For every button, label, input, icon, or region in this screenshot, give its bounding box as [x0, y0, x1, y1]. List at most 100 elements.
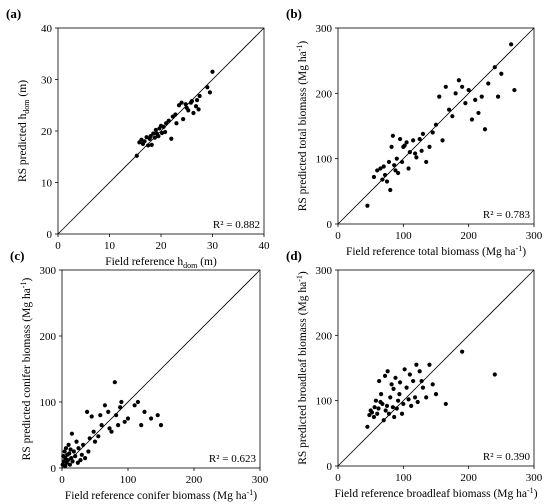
data-point [443, 84, 448, 89]
data-point [148, 134, 153, 139]
data-point [479, 94, 484, 99]
data-point [367, 412, 372, 418]
data-point [382, 172, 388, 178]
data-point [176, 103, 182, 108]
data-point [396, 398, 401, 403]
data-point [183, 102, 188, 107]
data-point [186, 108, 191, 113]
data-point [399, 411, 405, 416]
data-point [392, 163, 397, 168]
data-point [512, 87, 517, 93]
plot-frame [337, 27, 535, 225]
data-point [402, 143, 407, 148]
data-point [414, 155, 419, 160]
x-tick-label: 200 [460, 472, 477, 484]
data-point [460, 84, 465, 89]
panel-label: (b) [286, 6, 302, 21]
data-point [139, 423, 144, 428]
x-tick-label: 0 [59, 474, 65, 486]
data-point [414, 362, 419, 367]
data-point [420, 131, 426, 136]
data-point [492, 372, 497, 377]
data-point [65, 457, 71, 463]
x-tick-label: 0 [335, 472, 341, 484]
data-point [382, 373, 388, 378]
x-tick-label: 200 [460, 230, 477, 242]
data-point [388, 395, 393, 400]
data-point [463, 101, 468, 106]
y-tick-label: 300 [316, 265, 333, 277]
data-point [365, 203, 370, 208]
x-axis-label: Field reference broadleaf biomass (Mg ha… [334, 486, 537, 500]
data-point [155, 413, 160, 418]
data-point [427, 144, 432, 150]
data-point [210, 69, 215, 74]
data-point [114, 413, 119, 418]
data-point [433, 122, 439, 127]
data-point [420, 385, 426, 390]
data-point [396, 170, 401, 176]
data-point [381, 164, 386, 169]
data-point [469, 117, 475, 122]
data-point [109, 429, 114, 434]
one-to-one-line [337, 269, 535, 467]
data-point [499, 71, 504, 76]
x-tick-label: 40 [259, 240, 271, 252]
data-point [116, 423, 121, 428]
r2-annotation: R² = 0.783 [483, 209, 531, 221]
x-tick-label: 300 [526, 472, 543, 484]
x-axis-label: Field reference total biomass (Mg ha-1) [346, 244, 526, 258]
data-point [67, 451, 72, 456]
y-axis-label: RS predicted broadleaf biomass (Mg ha-1) [295, 271, 309, 465]
y-axis-label: RS predicted total biomass (Mg ha-1) [295, 41, 309, 212]
data-point [394, 406, 399, 411]
data-point [443, 401, 448, 407]
data-point [207, 90, 213, 95]
y-tick-label: 300 [316, 23, 333, 35]
data-point [67, 462, 73, 467]
data-point [102, 403, 107, 408]
data-point [433, 392, 439, 397]
data-point [473, 97, 478, 102]
data-point [397, 392, 402, 397]
data-point [193, 104, 199, 109]
data-point [397, 136, 403, 142]
data-point [406, 166, 411, 171]
data-point [173, 112, 178, 117]
data-point [380, 401, 385, 407]
data-point [466, 87, 471, 93]
data-point [69, 456, 74, 461]
data-point [397, 380, 403, 385]
panel-d: 00 100 100 200 200 300 300 R² = 0.390 (d) Field r… [286, 248, 543, 500]
data-point [376, 406, 381, 411]
data-point [125, 416, 131, 421]
data-point [153, 127, 158, 133]
data-point [446, 107, 452, 112]
data-point [406, 397, 411, 402]
x-tick-label: 300 [252, 474, 269, 486]
data-point [378, 166, 383, 171]
data-point [66, 442, 71, 447]
y-tick-label: 20 [41, 126, 53, 138]
data-point [87, 436, 92, 441]
data-point [92, 439, 98, 444]
data-point [142, 409, 147, 414]
data-point [156, 134, 161, 139]
data-point [404, 385, 409, 390]
data-point [377, 378, 382, 384]
data-point [417, 136, 422, 142]
data-point [98, 413, 103, 418]
data-point [450, 114, 455, 119]
data-point [440, 138, 445, 143]
data-point [194, 98, 200, 103]
x-tick-label: 100 [120, 474, 137, 486]
data-point [476, 110, 481, 116]
data-point [166, 118, 171, 123]
data-point [375, 168, 380, 173]
data-point [163, 129, 168, 135]
data-point [89, 414, 94, 419]
y-tick-label: 200 [316, 330, 333, 342]
data-point [196, 107, 201, 112]
data-point [63, 463, 68, 469]
